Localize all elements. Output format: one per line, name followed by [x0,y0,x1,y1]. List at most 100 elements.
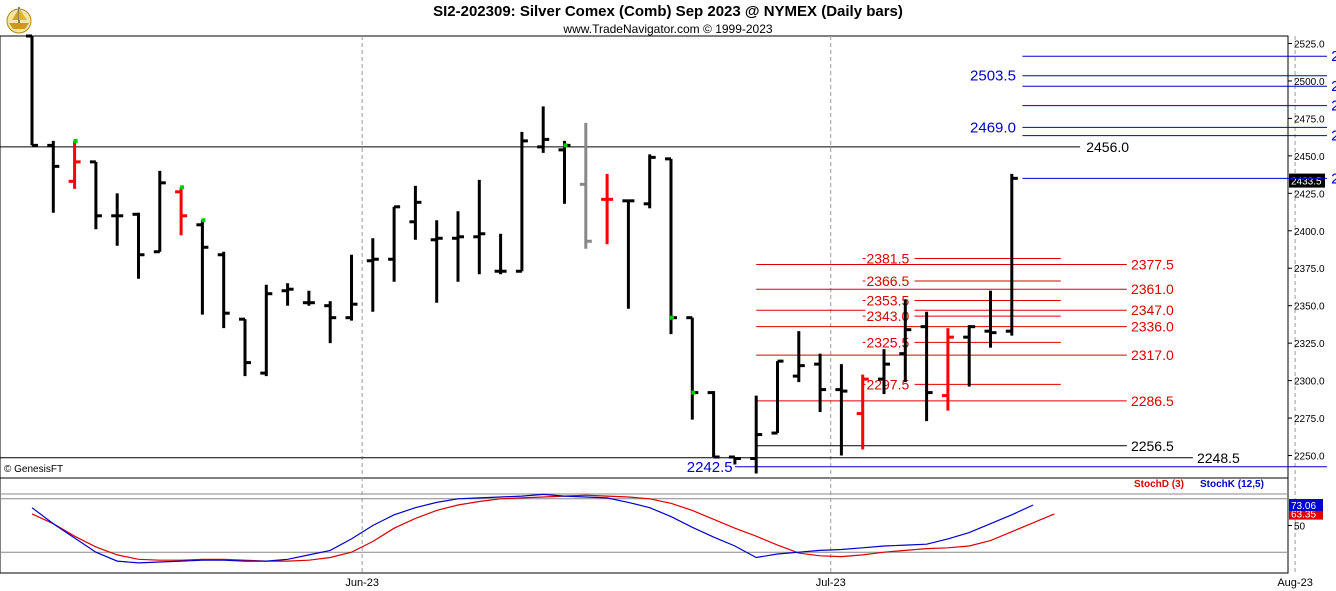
level-label: 2361.0 [1131,281,1174,297]
oscillator-tick-label: 50 [1294,522,1306,533]
ohlc-bar [302,290,315,306]
ohlc-bar [1005,173,1018,336]
ohlc-bar [601,173,614,245]
level-label: 2456.0 [1086,139,1129,155]
ohlc-bar [324,301,337,344]
y-tick-label: 2400.0 [1294,227,1325,238]
level-label: 2503.5 [970,68,1016,85]
y-tick-label: 2375.0 [1294,264,1325,275]
level-label-backdrop [1330,78,1336,94]
oscillator-value-label: 63.35 [1291,510,1316,521]
oscillator-series-line [31,494,1055,562]
oscillator-panel-frame [0,477,1289,574]
level-label-backdrop [865,272,915,288]
level-label: 2377.5 [1131,256,1174,272]
ohlc-bar [239,317,251,377]
bar-signal-marker [73,138,78,143]
bar-signal-marker [201,218,206,223]
ohlc-bar [622,199,635,309]
level-label-backdrop [865,334,915,350]
level-label: 2343.0 [866,308,909,324]
ohlc-bar [281,283,294,306]
ohlc-bar [175,185,188,236]
price-panel-frame [0,35,1289,479]
bar-signal-marker [563,143,568,148]
bar-signal-marker [180,185,185,190]
ohlc-bar [89,160,102,230]
x-tick-label: Aug-23 [1277,577,1312,589]
level-label-backdrop [1129,302,1179,318]
ohlc-bar [771,359,784,435]
level-label: 2325.5 [866,334,909,350]
level-label: 2463.5 [1331,128,1336,145]
level-label-backdrop [865,376,915,392]
ohlc-bar [728,455,741,465]
bar-signal-marker [691,390,696,395]
oscillator-value-label: 73.06 [1291,501,1316,512]
data-credit: © GenesisFT [4,464,63,475]
ohlc-bar [558,140,571,204]
y-tick-label: 2350.0 [1294,302,1325,313]
ohlc-bar [686,316,699,420]
y-tick-label: 2250.0 [1294,452,1325,463]
y-tick-label: 2500.0 [1294,77,1325,88]
level-label-backdrop [865,308,915,324]
level-label-backdrop [1129,281,1179,297]
level-label-backdrop [1129,347,1179,363]
level-label-backdrop [1129,318,1179,334]
level-label-backdrop [1330,170,1336,186]
ohlc-bar [579,122,592,249]
ohlc-bar [707,391,720,459]
ohlc-bar [26,34,38,147]
bar-signal-marker [670,315,674,320]
level-label-backdrop [1330,127,1336,143]
level-label: 2256.5 [1131,438,1174,454]
y-tick-label: 2300.0 [1294,377,1325,388]
level-label-backdrop [865,250,915,266]
level-label: 2353.5 [866,292,909,308]
level-label: 2366.5 [866,273,909,289]
y-tick-label: 2475.0 [1294,114,1325,125]
level-label: 2469.0 [970,119,1016,136]
level-label-backdrop [1330,48,1336,64]
ohlc-bar [217,251,230,329]
level-label-backdrop [1129,437,1179,453]
ohlc-bar [814,353,827,413]
level-label-backdrop [1129,392,1179,408]
ohlc-bar [643,154,656,209]
y-tick-label: 2525.0 [1294,39,1325,50]
ohlc-bar [452,211,464,282]
y-tick-label: 2450.0 [1294,152,1325,163]
level-label-backdrop [1330,97,1336,113]
ohlc-bar [750,395,763,474]
ohlc-bar [941,328,954,411]
level-label-backdrop [1085,138,1135,154]
level-label: 2347.0 [1131,302,1174,318]
x-tick-label: Jul-23 [816,577,846,589]
ohlc-bar [984,290,997,348]
ohlc-bar [537,106,550,153]
level-label: 2496.5 [1331,78,1336,95]
ohlc-bar [196,218,209,315]
ohlc-bar [388,205,401,282]
stoch-k-legend: StochK (12,5) [1200,479,1264,490]
ohlc-bar [409,185,422,240]
chart-subtitle: www.TradeNavigator.com © 1999-2023 [563,22,773,36]
level-label: 2297.5 [866,376,909,392]
level-label: 2242.5 [687,459,733,476]
ohlc-bar [515,131,528,273]
ohlc-bar [430,220,443,303]
ohlc-bar [366,238,379,312]
chart-header: SI2-202309: Silver Comex (Comb) Sep 2023… [0,0,1336,36]
chart-title: SI2-202309: Silver Comex (Comb) Sep 2023… [433,3,903,20]
last-price-badge [1289,173,1325,188]
level-label: 2381.5 [866,250,909,266]
y-tick-label: 2325.0 [1294,339,1325,350]
ohlc-bar [47,140,60,213]
level-label: 2336.0 [1131,319,1174,335]
level-label: 2286.5 [1131,393,1174,409]
tradenavigator-ship-logo-icon [6,7,32,34]
level-label-backdrop [865,292,915,308]
oscillator-series-line [31,493,1034,564]
